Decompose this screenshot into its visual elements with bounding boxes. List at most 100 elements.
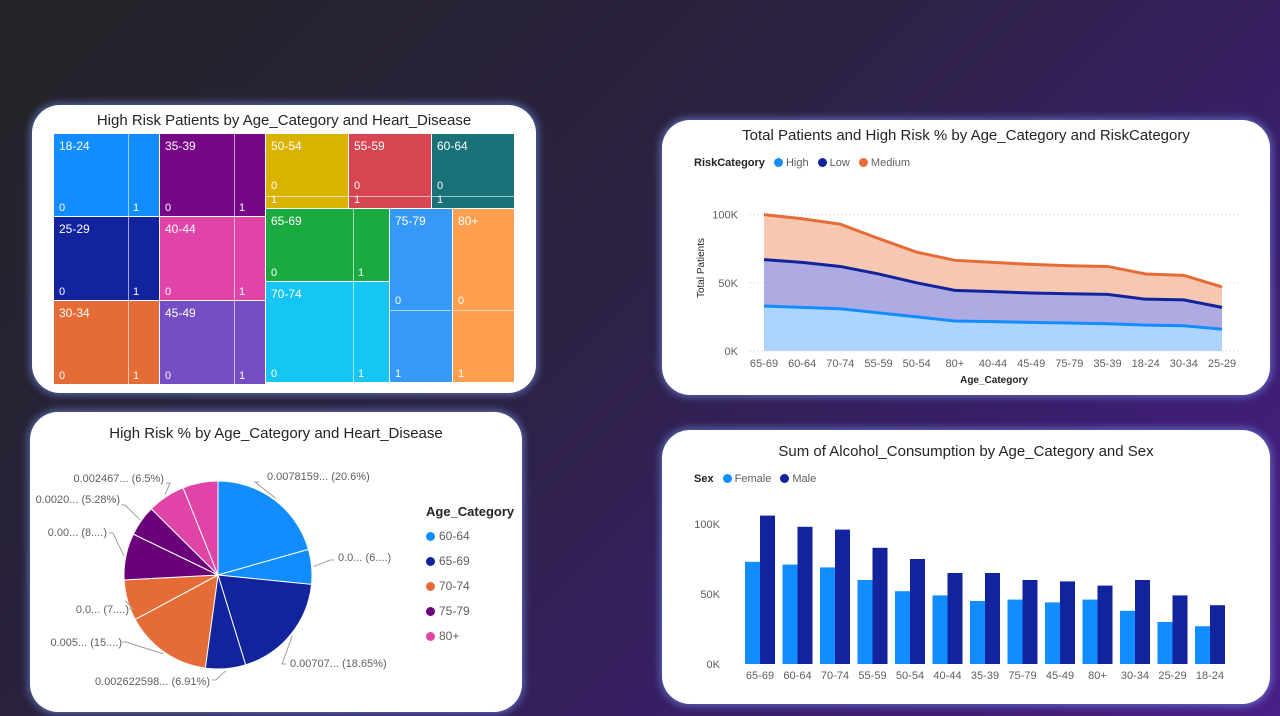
bar-xtick-label: 65-69 <box>746 670 774 682</box>
area-legend-title: RiskCategory <box>694 157 765 169</box>
area-xtick-label: 40-44 <box>979 358 1007 370</box>
treemap-title: High Risk Patients by Age_Category and H… <box>96 112 472 129</box>
bar-female <box>970 601 985 664</box>
treemap-cell-70-74[interactable]: 70-74 0 1 <box>266 282 390 383</box>
treemap-sub-label: 1 <box>239 202 246 214</box>
legend-dot <box>426 632 435 641</box>
treemap-divider <box>353 282 354 383</box>
area-ytick-label: 0K <box>725 346 739 358</box>
bar-female <box>1195 626 1210 664</box>
bar-female <box>745 561 760 664</box>
pie-panel: High Risk % by Age_Category and Heart_Di… <box>30 412 522 712</box>
bar-male <box>872 547 888 664</box>
bar-male <box>1135 580 1150 664</box>
pie-leader-line <box>212 670 227 681</box>
pie-slice <box>217 574 313 666</box>
bar-male <box>760 515 775 664</box>
area-xtick-label: 35-39 <box>1093 358 1121 370</box>
bar-title: Sum of Alcohol_Consumption by Age_Catego… <box>778 443 1154 460</box>
treemap-panel: High Risk Patients by Age_Category and H… <box>32 105 536 393</box>
treemap-sub-label: 0 <box>458 295 465 307</box>
bar-xtick-label: 55-59 <box>858 670 886 682</box>
treemap-divider <box>234 217 235 301</box>
treemap-sub-label: 1 <box>358 267 365 279</box>
area-xtick-label: 50-54 <box>903 358 931 370</box>
area-fill-medium <box>764 214 1222 308</box>
treemap-cell-25-29[interactable]: 25-29 0 1 <box>54 217 160 301</box>
bar-female <box>932 595 948 664</box>
area-line-high <box>763 304 1223 331</box>
pie-data-label: 0.0... (6....) <box>338 552 391 564</box>
pie-slice <box>134 574 219 669</box>
treemap-sub-label: 1 <box>354 194 361 206</box>
treemap-cell-60-64[interactable]: 60-64 0 1 <box>432 134 515 209</box>
treemap-cell-65-69[interactable]: 65-69 0 1 <box>266 209 390 282</box>
treemap-divider <box>432 195 515 197</box>
legend-dot-male <box>780 474 790 483</box>
legend-dot <box>426 607 435 616</box>
treemap-cell-45-49[interactable]: 45-49 0 1 <box>160 301 266 385</box>
pie-leader-line <box>109 532 125 557</box>
treemap-cell-50-54[interactable]: 50-54 0 1 <box>266 134 349 209</box>
bar-xtick-label: 25-29 <box>1158 670 1186 682</box>
legend-dot <box>426 582 435 591</box>
treemap-divider <box>128 301 129 385</box>
treemap-category-label: 35-39 <box>165 139 196 153</box>
bar-male <box>835 529 850 664</box>
treemap-sub-label: 0 <box>354 179 361 192</box>
bar-panel: Sum of Alcohol_Consumption by Age_Catego… <box>662 430 1270 704</box>
bar-ytick-label: 100K <box>694 519 720 531</box>
area-xtick-label: 80+ <box>945 358 964 370</box>
bar-xtick-label: 40-44 <box>933 670 961 682</box>
legend-dot <box>426 557 435 566</box>
pie-legend-label: 75-79 <box>439 604 470 618</box>
pie-legend-label: 80+ <box>439 629 460 643</box>
pie-legend-label: 65-69 <box>439 554 470 568</box>
area-legend: RiskCategory High Low Medium <box>694 157 910 169</box>
legend-dot <box>426 532 435 541</box>
area-xtick-label: 30-34 <box>1170 358 1198 370</box>
bar-female <box>1007 599 1023 664</box>
treemap-divider <box>234 301 235 385</box>
bar-xtick-label: 30-34 <box>1121 670 1149 682</box>
treemap-category-label: 80+ <box>458 214 479 228</box>
treemap-cell-35-39[interactable]: 35-39 0 1 <box>160 134 266 217</box>
area-xtick-label: 25-29 <box>1208 358 1236 370</box>
pie-leader-line <box>313 559 334 568</box>
treemap-divider <box>353 209 354 282</box>
treemap-cell-18-24[interactable]: 18-24 0 1 <box>54 134 160 217</box>
legend-dot-low <box>817 158 827 167</box>
pie-data-label: 0.005... (15....) <box>50 637 122 649</box>
treemap-category-label: 75-79 <box>395 214 426 228</box>
treemap-sub-label: 0 <box>437 179 444 192</box>
bar-female <box>782 564 798 664</box>
treemap-cell-30-34[interactable]: 30-34 0 1 <box>54 301 160 385</box>
bar-male <box>1060 581 1075 664</box>
treemap-category-label: 70-74 <box>271 287 302 301</box>
bar-legend-male: Male <box>792 473 817 485</box>
bar-xtick-label: 70-74 <box>821 670 849 682</box>
treemap-sub-label: 1 <box>271 194 278 206</box>
bar-male <box>910 559 925 664</box>
treemap-sub-label: 0 <box>271 267 278 279</box>
bar-male <box>947 573 963 664</box>
treemap-divider <box>349 195 432 197</box>
pie-legend-title: Age_Category <box>426 504 515 519</box>
pie-legend-item: 60-64 <box>426 524 514 549</box>
bar-xtick-label: 60-64 <box>783 670 811 682</box>
area-ytick-label: 100K <box>712 210 738 222</box>
legend-dot-medium <box>858 158 868 167</box>
treemap-cell-75-79[interactable]: 75-79 0 1 <box>390 209 453 383</box>
treemap-cell-80plus[interactable]: 80+ 0 1 <box>453 209 515 383</box>
treemap-chart: 18-24 0 1 35-39 0 1 50-54 0 1 55-59 0 1 60-64 0 1 25-29… <box>54 134 515 385</box>
bar-male <box>1022 580 1038 664</box>
pie-slice <box>182 480 219 576</box>
area-legend-high: High <box>785 157 809 169</box>
pie-data-label: 0.00... (8....) <box>48 527 107 539</box>
treemap-cell-55-59[interactable]: 55-59 0 1 <box>349 134 432 209</box>
area-ylabel: Total Patients <box>696 238 707 298</box>
area-line-low <box>763 258 1223 309</box>
pie-slice <box>217 480 310 576</box>
treemap-cell-40-44[interactable]: 40-44 0 1 <box>160 217 266 301</box>
treemap-category-label: 55-59 <box>354 139 385 153</box>
